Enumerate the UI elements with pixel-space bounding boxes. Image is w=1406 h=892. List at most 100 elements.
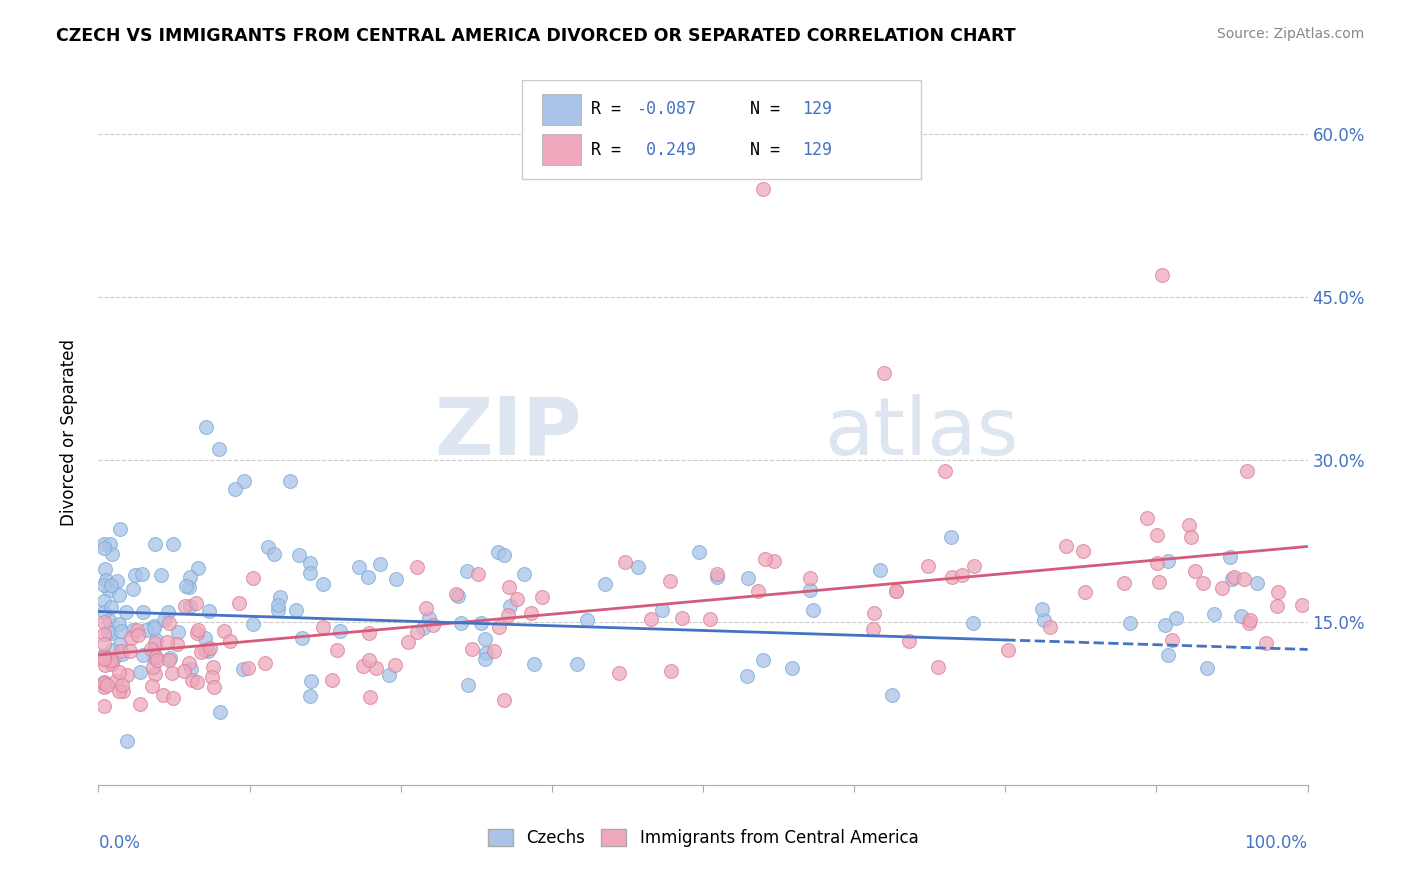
Point bbox=[801, 603, 824, 617]
Point bbox=[706, 567, 728, 582]
Text: R =: R = bbox=[591, 101, 630, 119]
Point bbox=[162, 537, 184, 551]
Point bbox=[128, 665, 150, 679]
Point bbox=[173, 599, 195, 613]
Point bbox=[93, 676, 115, 690]
Point bbox=[450, 616, 472, 631]
Point bbox=[110, 644, 132, 658]
Point bbox=[312, 620, 335, 634]
Point bbox=[357, 626, 380, 640]
Point bbox=[187, 623, 209, 637]
Point bbox=[498, 580, 520, 594]
Point bbox=[208, 705, 231, 719]
Point bbox=[179, 656, 201, 670]
Point bbox=[97, 653, 120, 667]
Point bbox=[1191, 575, 1213, 590]
Point bbox=[1219, 549, 1241, 564]
Point bbox=[93, 674, 115, 689]
Y-axis label: Divorced or Separated: Divorced or Separated bbox=[59, 339, 77, 526]
Text: atlas: atlas bbox=[824, 393, 1018, 472]
Point bbox=[1114, 576, 1136, 591]
Point bbox=[506, 592, 529, 607]
Point bbox=[1204, 607, 1226, 621]
Point bbox=[167, 624, 190, 639]
Point bbox=[869, 563, 891, 577]
Point bbox=[153, 613, 176, 627]
Point bbox=[100, 653, 122, 667]
Point bbox=[254, 656, 277, 670]
Point bbox=[671, 611, 693, 625]
Point bbox=[242, 616, 264, 631]
Point bbox=[298, 566, 321, 580]
Point bbox=[291, 632, 314, 646]
Point bbox=[143, 651, 166, 665]
Point bbox=[93, 637, 115, 651]
Point bbox=[93, 680, 115, 694]
Point bbox=[492, 548, 515, 562]
Point bbox=[530, 591, 553, 605]
Point bbox=[927, 660, 949, 674]
Point bbox=[347, 560, 370, 574]
Point bbox=[157, 605, 180, 619]
Point bbox=[111, 678, 134, 692]
Point bbox=[146, 652, 169, 666]
Point bbox=[1267, 585, 1289, 599]
Point bbox=[1233, 572, 1256, 586]
Point bbox=[359, 690, 381, 704]
Point bbox=[124, 567, 146, 582]
Point bbox=[156, 635, 179, 649]
Point bbox=[385, 573, 408, 587]
Point bbox=[173, 665, 195, 679]
Point bbox=[110, 637, 132, 651]
Point bbox=[352, 659, 374, 673]
Point bbox=[202, 660, 225, 674]
Point bbox=[93, 698, 115, 713]
Point bbox=[873, 366, 896, 380]
Point bbox=[862, 622, 884, 636]
Point bbox=[100, 599, 122, 614]
Point bbox=[444, 587, 467, 601]
Point bbox=[939, 530, 962, 544]
Point bbox=[312, 577, 335, 591]
Point bbox=[179, 599, 201, 613]
Point bbox=[267, 603, 290, 617]
Point bbox=[100, 625, 122, 640]
Point bbox=[100, 547, 122, 561]
Point bbox=[285, 602, 308, 616]
Point bbox=[799, 583, 821, 598]
Point bbox=[108, 665, 131, 679]
Text: CZECH VS IMMIGRANTS FROM CENTRAL AMERICA DIVORCED OR SEPARATED CORRELATION CHART: CZECH VS IMMIGRANTS FROM CENTRAL AMERICA… bbox=[56, 27, 1017, 45]
Point bbox=[457, 678, 479, 692]
Point bbox=[1157, 648, 1180, 663]
Point bbox=[131, 567, 153, 582]
Point bbox=[93, 578, 115, 592]
Point bbox=[963, 559, 986, 574]
Point bbox=[94, 657, 117, 672]
Point bbox=[1071, 544, 1094, 558]
Point bbox=[357, 570, 380, 584]
Point bbox=[125, 623, 148, 637]
Point bbox=[228, 596, 250, 610]
Point bbox=[415, 601, 437, 615]
Point bbox=[1184, 564, 1206, 578]
Point bbox=[150, 567, 173, 582]
Point bbox=[474, 646, 496, 660]
Point bbox=[166, 637, 188, 651]
Point bbox=[747, 584, 769, 599]
Point bbox=[257, 541, 280, 555]
Point bbox=[111, 647, 134, 661]
Point bbox=[1154, 617, 1177, 632]
Bar bbox=[543, 135, 581, 165]
Point bbox=[1246, 575, 1268, 590]
Point bbox=[263, 548, 285, 562]
Point bbox=[1157, 554, 1180, 568]
Text: N =: N = bbox=[730, 141, 790, 159]
Point bbox=[93, 649, 115, 664]
Point bbox=[461, 641, 484, 656]
Point bbox=[101, 653, 124, 667]
Point bbox=[1177, 518, 1199, 533]
Point bbox=[110, 624, 132, 638]
Point bbox=[613, 554, 636, 568]
Point bbox=[111, 684, 134, 698]
Point bbox=[1164, 611, 1187, 625]
